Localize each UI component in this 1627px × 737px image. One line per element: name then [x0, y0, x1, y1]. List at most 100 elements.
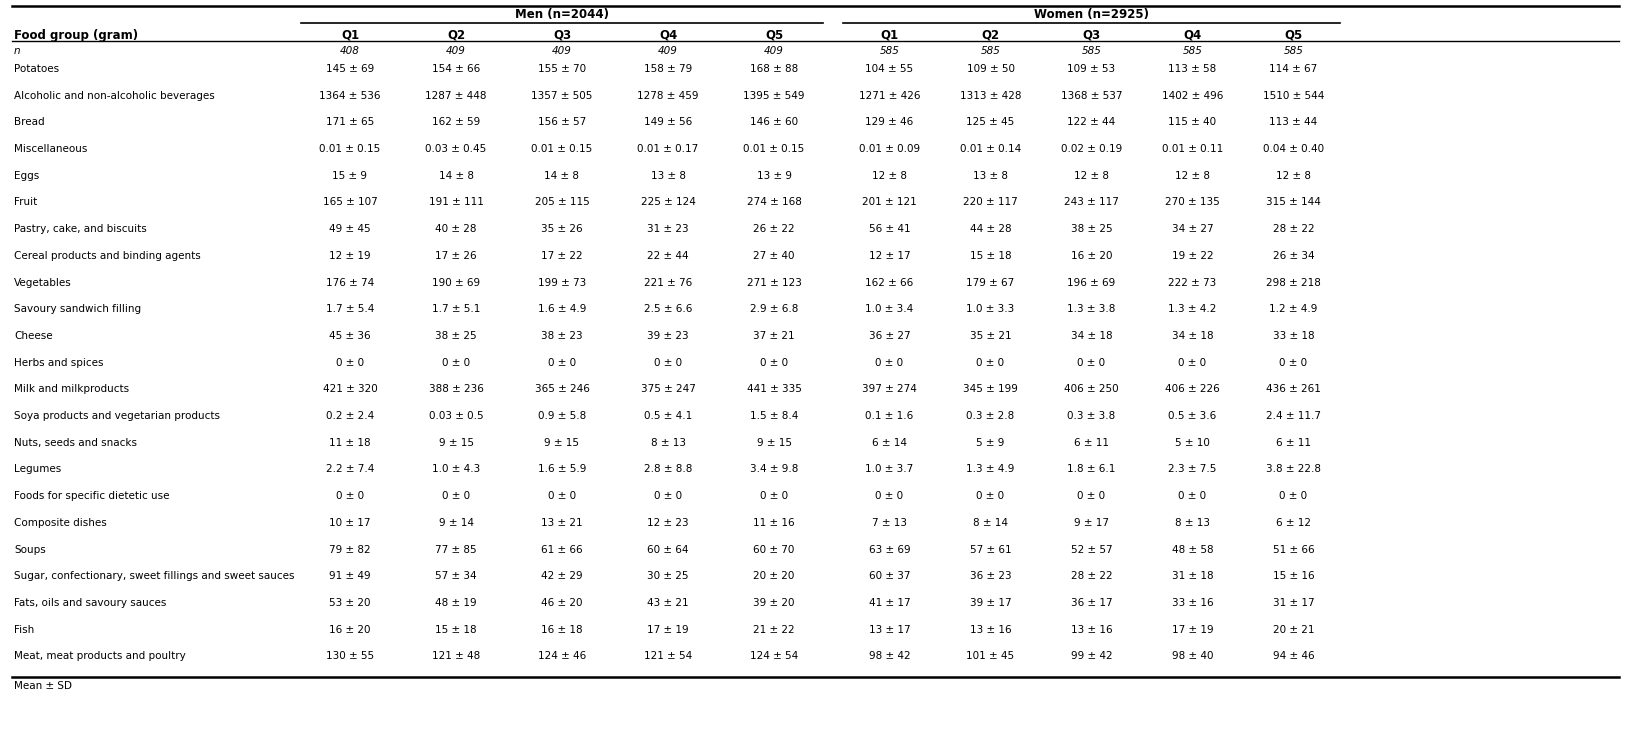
- Text: 270 ± 135: 270 ± 135: [1165, 198, 1220, 208]
- Text: 31 ± 18: 31 ± 18: [1171, 571, 1214, 581]
- Text: Q2: Q2: [981, 29, 999, 42]
- Text: 45 ± 36: 45 ± 36: [329, 331, 371, 341]
- Text: 585: 585: [1183, 46, 1202, 57]
- Text: Sugar, confectionary, sweet fillings and sweet sauces: Sugar, confectionary, sweet fillings and…: [15, 571, 294, 581]
- Text: 12 ± 19: 12 ± 19: [329, 251, 371, 261]
- Text: 41 ± 17: 41 ± 17: [869, 598, 911, 608]
- Text: Potatoes: Potatoes: [15, 64, 59, 74]
- Text: 28 ± 22: 28 ± 22: [1272, 224, 1315, 234]
- Text: 48 ± 19: 48 ± 19: [434, 598, 477, 608]
- Text: Q3: Q3: [1082, 29, 1100, 42]
- Text: 5 ± 9: 5 ± 9: [976, 438, 1005, 448]
- Text: 12 ± 8: 12 ± 8: [872, 171, 906, 181]
- Text: 13 ± 16: 13 ± 16: [970, 625, 1012, 635]
- Text: 1.3 ± 3.8: 1.3 ± 3.8: [1067, 304, 1116, 314]
- Text: 15 ± 16: 15 ± 16: [1272, 571, 1315, 581]
- Text: Fruit: Fruit: [15, 198, 37, 208]
- Text: Soups: Soups: [15, 545, 46, 555]
- Text: 585: 585: [1284, 46, 1303, 57]
- Text: 1.0 ± 4.3: 1.0 ± 4.3: [431, 464, 480, 475]
- Text: n: n: [15, 46, 21, 57]
- Text: 109 ± 50: 109 ± 50: [966, 64, 1015, 74]
- Text: 16 ± 20: 16 ± 20: [329, 625, 371, 635]
- Text: Vegetables: Vegetables: [15, 278, 72, 287]
- Text: 0 ± 0: 0 ± 0: [548, 491, 576, 501]
- Text: 77 ± 85: 77 ± 85: [434, 545, 477, 555]
- Text: 36 ± 27: 36 ± 27: [869, 331, 911, 341]
- Text: 13 ± 8: 13 ± 8: [651, 171, 685, 181]
- Text: 0 ± 0: 0 ± 0: [443, 491, 470, 501]
- Text: 12 ± 8: 12 ± 8: [1175, 171, 1210, 181]
- Text: 12 ± 8: 12 ± 8: [1074, 171, 1110, 181]
- Text: 190 ± 69: 190 ± 69: [431, 278, 480, 287]
- Text: 168 ± 88: 168 ± 88: [750, 64, 799, 74]
- Text: 79 ± 82: 79 ± 82: [329, 545, 371, 555]
- Text: Men (n=2044): Men (n=2044): [516, 8, 608, 21]
- Text: 149 ± 56: 149 ± 56: [644, 117, 691, 128]
- Text: 11 ± 16: 11 ± 16: [753, 518, 796, 528]
- Text: 0 ± 0: 0 ± 0: [1178, 357, 1207, 368]
- Text: 0.5 ± 4.1: 0.5 ± 4.1: [644, 411, 691, 421]
- Text: 1278 ± 459: 1278 ± 459: [638, 91, 698, 101]
- Text: 19 ± 22: 19 ± 22: [1171, 251, 1214, 261]
- Text: 205 ± 115: 205 ± 115: [535, 198, 589, 208]
- Text: 15 ± 18: 15 ± 18: [434, 625, 477, 635]
- Text: 56 ± 41: 56 ± 41: [869, 224, 911, 234]
- Text: 191 ± 111: 191 ± 111: [428, 198, 483, 208]
- Text: 31 ± 23: 31 ± 23: [648, 224, 688, 234]
- Text: 406 ± 226: 406 ± 226: [1165, 385, 1220, 394]
- Text: Q3: Q3: [553, 29, 571, 42]
- Text: 0 ± 0: 0 ± 0: [654, 357, 682, 368]
- Text: 0.9 ± 5.8: 0.9 ± 5.8: [539, 411, 586, 421]
- Text: 3.4 ± 9.8: 3.4 ± 9.8: [750, 464, 799, 475]
- Text: 408: 408: [340, 46, 360, 57]
- Text: 375 ± 247: 375 ± 247: [641, 385, 695, 394]
- Text: 171 ± 65: 171 ± 65: [325, 117, 374, 128]
- Text: 397 ± 274: 397 ± 274: [862, 385, 918, 394]
- Text: 34 ± 18: 34 ± 18: [1171, 331, 1214, 341]
- Text: 1.6 ± 4.9: 1.6 ± 4.9: [539, 304, 586, 314]
- Text: 0 ± 0: 0 ± 0: [760, 491, 787, 501]
- Text: 34 ± 27: 34 ± 27: [1171, 224, 1214, 234]
- Text: 6 ± 11: 6 ± 11: [1074, 438, 1110, 448]
- Text: 0 ± 0: 0 ± 0: [1077, 491, 1106, 501]
- Text: Q5: Q5: [1284, 29, 1303, 42]
- Text: 1395 ± 549: 1395 ± 549: [744, 91, 805, 101]
- Text: 201 ± 121: 201 ± 121: [862, 198, 918, 208]
- Text: 158 ± 79: 158 ± 79: [644, 64, 691, 74]
- Text: 0.01 ± 0.14: 0.01 ± 0.14: [960, 144, 1022, 154]
- Text: 36 ± 17: 36 ± 17: [1071, 598, 1113, 608]
- Text: 44 ± 28: 44 ± 28: [970, 224, 1012, 234]
- Text: 421 ± 320: 421 ± 320: [322, 385, 377, 394]
- Text: 39 ± 23: 39 ± 23: [648, 331, 688, 341]
- Text: 36 ± 23: 36 ± 23: [970, 571, 1012, 581]
- Text: 30 ± 25: 30 ± 25: [648, 571, 688, 581]
- Text: 125 ± 45: 125 ± 45: [966, 117, 1015, 128]
- Text: 0 ± 0: 0 ± 0: [548, 357, 576, 368]
- Text: 39 ± 17: 39 ± 17: [970, 598, 1012, 608]
- Text: 7 ± 13: 7 ± 13: [872, 518, 906, 528]
- Text: 155 ± 70: 155 ± 70: [539, 64, 586, 74]
- Text: 0.01 ± 0.15: 0.01 ± 0.15: [532, 144, 592, 154]
- Text: 585: 585: [1082, 46, 1101, 57]
- Text: 0 ± 0: 0 ± 0: [654, 491, 682, 501]
- Text: Q4: Q4: [659, 29, 677, 42]
- Text: 14 ± 8: 14 ± 8: [545, 171, 579, 181]
- Text: 1287 ± 448: 1287 ± 448: [425, 91, 486, 101]
- Text: 0 ± 0: 0 ± 0: [875, 491, 903, 501]
- Text: 38 ± 23: 38 ± 23: [542, 331, 582, 341]
- Text: 12 ± 8: 12 ± 8: [1276, 171, 1311, 181]
- Text: 146 ± 60: 146 ± 60: [750, 117, 799, 128]
- Text: 3.8 ± 22.8: 3.8 ± 22.8: [1266, 464, 1321, 475]
- Text: 221 ± 76: 221 ± 76: [644, 278, 691, 287]
- Text: 9 ± 15: 9 ± 15: [757, 438, 791, 448]
- Text: 13 ± 8: 13 ± 8: [973, 171, 1009, 181]
- Text: 315 ± 144: 315 ± 144: [1266, 198, 1321, 208]
- Text: 109 ± 53: 109 ± 53: [1067, 64, 1116, 74]
- Text: 104 ± 55: 104 ± 55: [866, 64, 914, 74]
- Text: 22 ± 44: 22 ± 44: [648, 251, 688, 261]
- Text: Miscellaneous: Miscellaneous: [15, 144, 88, 154]
- Text: 1.2 ± 4.9: 1.2 ± 4.9: [1269, 304, 1318, 314]
- Text: 271 ± 123: 271 ± 123: [747, 278, 802, 287]
- Text: 365 ± 246: 365 ± 246: [535, 385, 589, 394]
